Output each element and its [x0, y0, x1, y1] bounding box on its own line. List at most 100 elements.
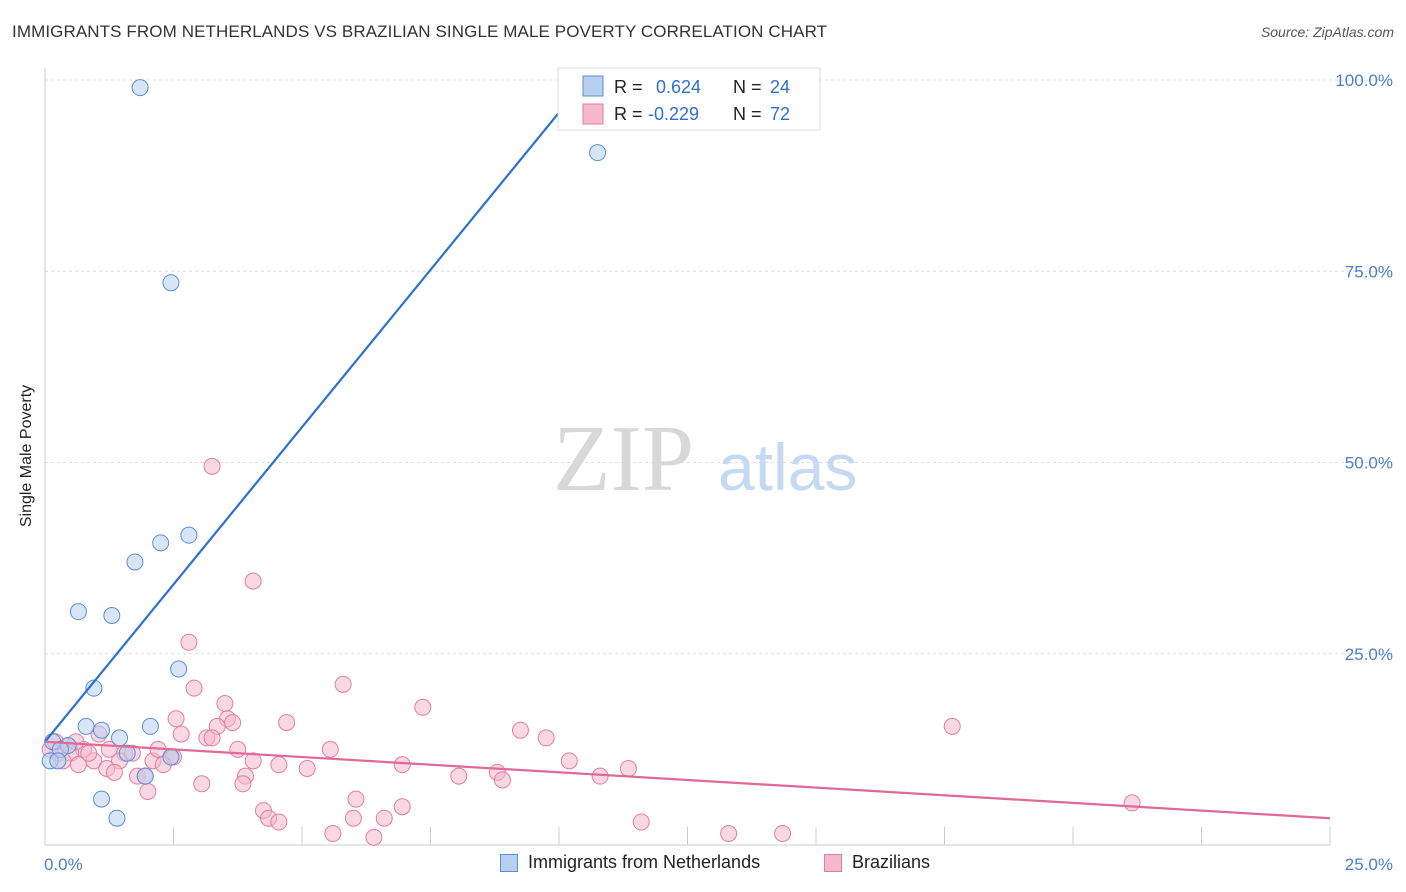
- brazilians-point-28: [321, 740, 339, 758]
- brazilians-point-65: [774, 825, 792, 843]
- brazilians-point-7: [167, 710, 185, 728]
- brazilians-point-35: [244, 752, 262, 770]
- brazilians-point-51: [234, 775, 252, 793]
- legend-swatch-netherlands: [500, 853, 518, 872]
- brazilians-point-64: [720, 825, 738, 843]
- brazilians-point-53: [347, 790, 365, 808]
- x-tick-labels: 0.0% 25.0%: [44, 855, 1393, 874]
- legend-r-label-pink: R =: [614, 104, 643, 124]
- trendlines: [44, 67, 1331, 820]
- brazilians-point-58: [270, 813, 288, 831]
- y-tick-label-75: 75.0%: [1345, 262, 1393, 281]
- netherlands-point-7: [103, 607, 121, 624]
- brazilians-point-52: [139, 782, 157, 800]
- brazilians-point-42: [105, 763, 123, 781]
- series-legend: Immigrants from Netherlands Brazilians: [0, 852, 1406, 878]
- brazilians-point-10: [278, 714, 296, 732]
- netherlands-point-5: [126, 553, 144, 571]
- netherlands-point-6: [69, 603, 87, 621]
- netherlands-point-1: [589, 144, 607, 162]
- legend-item-netherlands: Immigrants from Netherlands: [500, 852, 760, 873]
- legend-label-brazilians: Brazilians: [852, 852, 931, 872]
- y-tick-labels: 25.0% 50.0% 75.0% 100.0%: [1335, 71, 1393, 664]
- legend-swatch-pink: [582, 103, 604, 125]
- brazilians-point-2: [180, 633, 198, 651]
- netherlands-point-0: [131, 79, 149, 97]
- brazilians-point-39: [560, 752, 578, 770]
- stats-legend: R = 0.624 N = 24 R = -0.229 N = 72: [557, 67, 821, 131]
- netherlands-points: [41, 79, 607, 827]
- legend-r-value-blue: 0.624: [656, 77, 701, 97]
- legend-n-value-pink: 72: [770, 104, 790, 124]
- legend-n-value-blue: 24: [770, 77, 790, 97]
- brazilians-point-69: [80, 744, 98, 762]
- netherlands-point-20: [162, 748, 180, 766]
- brazilians-point-27: [229, 740, 247, 758]
- brazilians-point-5: [216, 694, 234, 712]
- netherlands-point-9: [85, 679, 103, 697]
- legend-swatch-blue: [582, 75, 604, 97]
- brazilians-points: [41, 457, 1141, 846]
- legend-item-brazilians: Brazilians: [824, 852, 930, 873]
- netherlands-point-11: [93, 721, 111, 739]
- brazilians-trendline: [44, 740, 1331, 820]
- brazilians-point-16: [203, 729, 221, 747]
- brazilians-point-13: [511, 721, 529, 739]
- legend-r-value-pink: -0.229: [648, 104, 699, 124]
- netherlands-point-23: [108, 809, 126, 827]
- brazilians-point-46: [450, 767, 468, 785]
- grid-lines: [45, 79, 1390, 655]
- netherlands-point-12: [141, 717, 159, 735]
- brazilians-point-59: [344, 809, 362, 827]
- netherlands-point-2: [162, 274, 180, 292]
- y-tick-label-50: 50.0%: [1345, 454, 1393, 473]
- netherlands-point-22: [93, 790, 111, 808]
- legend-label-netherlands: Immigrants from Netherlands: [528, 852, 761, 872]
- brazilians-point-63: [365, 828, 383, 846]
- netherlands-trendline: [44, 67, 596, 743]
- brazilians-point-1: [244, 572, 262, 590]
- brazilians-point-62: [324, 825, 342, 843]
- netherlands-point-21: [136, 767, 154, 785]
- brazilians-point-50: [193, 775, 211, 793]
- brazilians-point-60: [375, 809, 393, 827]
- brazilians-point-3: [334, 675, 352, 693]
- brazilians-point-9: [224, 714, 242, 732]
- brazilians-point-40: [619, 760, 637, 777]
- legend-r-label-blue: R =: [614, 77, 643, 97]
- watermark: ZIP atlas: [553, 407, 857, 511]
- watermark-atlas: atlas: [718, 430, 857, 504]
- chart-title: IMMIGRANTS FROM NETHERLANDS VS BRAZILIAN…: [12, 22, 828, 41]
- netherlands-point-19: [118, 744, 136, 762]
- x-tick-label-min: 0.0%: [44, 855, 83, 874]
- source-label: Source: ZipAtlas.com: [1260, 24, 1394, 40]
- brazilians-point-38: [393, 756, 411, 774]
- netherlands-point-8: [170, 660, 188, 678]
- brazilians-point-48: [493, 771, 511, 789]
- watermark-zip: ZIP: [553, 407, 694, 511]
- brazilians-point-12: [943, 717, 961, 735]
- legend-swatch-brazilians: [824, 853, 842, 872]
- netherlands-point-18: [49, 752, 67, 770]
- x-tick-label-max: 25.0%: [1345, 855, 1393, 874]
- netherlands-point-13: [111, 729, 129, 747]
- brazilians-point-0: [203, 457, 221, 475]
- netherlands-point-10: [77, 717, 95, 735]
- brazilians-point-36: [270, 756, 288, 774]
- brazilians-point-18: [172, 725, 190, 743]
- legend-n-label-pink: N =: [733, 104, 762, 124]
- brazilians-point-4: [185, 679, 203, 697]
- brazilians-point-54: [393, 798, 411, 816]
- netherlands-point-3: [180, 526, 198, 544]
- y-tick-label-25: 25.0%: [1345, 645, 1393, 664]
- brazilians-point-14: [537, 729, 555, 747]
- brazilians-point-6: [414, 698, 432, 716]
- brazilians-point-55: [1123, 794, 1141, 812]
- y-tick-label-100: 100.0%: [1335, 71, 1393, 90]
- brazilians-point-61: [632, 813, 650, 831]
- legend-n-label-blue: N =: [733, 77, 762, 97]
- netherlands-point-4: [152, 534, 170, 552]
- brazilians-point-37: [298, 760, 316, 777]
- axes: [44, 68, 1331, 846]
